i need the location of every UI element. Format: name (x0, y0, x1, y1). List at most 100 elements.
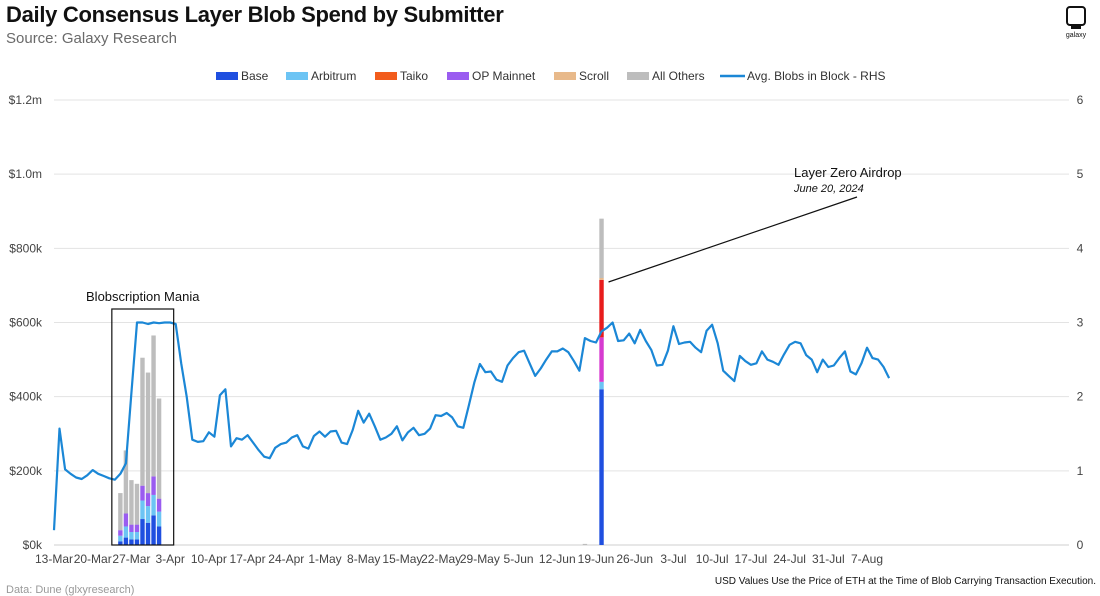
bar-segment (151, 335, 156, 477)
bar-segment (140, 485, 145, 501)
bar-segment (599, 278, 604, 280)
x-tick-label: 20-Mar (74, 552, 112, 566)
x-tick-label: 1-May (308, 552, 341, 566)
bar-segment (599, 279, 604, 338)
bar-segment (582, 543, 588, 545)
x-tick-label: 13-Mar (35, 552, 73, 566)
bar-segment (123, 526, 129, 538)
x-tick-label: 29-May (460, 552, 500, 566)
x-tick-label: 27-Mar (112, 552, 150, 566)
legend-label: Taiko (400, 69, 428, 83)
avg-blobs-line (52, 321, 891, 531)
x-tick-label: 15-May (382, 552, 422, 566)
bar-segment (145, 506, 151, 523)
bar-segment (123, 513, 129, 527)
y-left-tick-label: $800k (9, 241, 43, 255)
legend-swatch (627, 72, 649, 80)
x-tick-label: 17-Jul (735, 552, 768, 566)
airdrop-date: June 20, 2024 (793, 183, 864, 195)
blobscription-box (111, 308, 175, 546)
legend-label: Avg. Blobs in Block - RHS (747, 69, 886, 83)
x-tick-label: 26-Jun (616, 552, 653, 566)
legend-swatch (447, 72, 469, 80)
legend-label: Base (241, 69, 269, 83)
y-right-tick-label: 4 (1077, 241, 1084, 255)
logo-text: galaxy (1065, 32, 1087, 39)
blobscription-label: Blobscription Mania (86, 289, 200, 304)
bar-segment (134, 524, 140, 533)
y-left-tick-label: $200k (9, 464, 43, 478)
bar-segment (134, 539, 140, 545)
y-right-tick-label: 3 (1077, 316, 1084, 330)
legend-label: Arbitrum (311, 69, 356, 83)
x-tick-label: 19-Jun (578, 552, 615, 566)
x-tick-label: 24-Jul (773, 552, 806, 566)
y-right-tick-label: 1 (1077, 464, 1084, 478)
bar-segment (129, 480, 134, 525)
x-tick-label: 31-Jul (812, 552, 845, 566)
legend-swatch (286, 72, 308, 80)
y-left-tick-label: $600k (9, 316, 43, 330)
bar-segment (129, 539, 134, 545)
legend-label: All Others (652, 69, 705, 83)
bar-segment (129, 524, 134, 533)
data-source-note: Data: Dune (glxyresearch) (6, 584, 135, 596)
bar-segment (118, 530, 123, 536)
legend-swatch (375, 72, 397, 80)
bar-segment (156, 511, 162, 527)
x-tick-label: 22-May (421, 552, 461, 566)
y-right-tick-label: 0 (1077, 538, 1084, 552)
airdrop-label: Layer Zero Airdrop (794, 165, 902, 180)
legend-label: OP Mainnet (472, 69, 536, 83)
x-tick-label: 5-Jun (504, 552, 534, 566)
bar-segment (123, 450, 129, 514)
bar-segment (123, 537, 129, 545)
legend-swatch (216, 72, 238, 80)
x-tick-label: 3-Jul (660, 552, 686, 566)
bar-segment (140, 519, 145, 545)
bar-segment (151, 494, 156, 516)
x-tick-label: 8-May (347, 552, 380, 566)
y-left-tick-label: $400k (9, 390, 43, 404)
x-tick-label: 10-Jul (696, 552, 729, 566)
x-tick-label: 3-Apr (155, 552, 184, 566)
bar-segment (134, 483, 140, 525)
x-tick-label: 24-Apr (268, 552, 304, 566)
bar-segment (145, 522, 151, 545)
x-tick-label: 7-Aug (851, 552, 883, 566)
bar-segment (145, 372, 151, 494)
x-tick-label: 17-Apr (230, 552, 266, 566)
y-right-tick-label: 2 (1077, 390, 1084, 404)
bar-segment (118, 535, 123, 542)
bar-segment (151, 515, 156, 545)
bar-segment (156, 498, 162, 512)
bar-segment (599, 381, 604, 390)
y-left-tick-label: $1.2m (9, 93, 42, 107)
bar-segment (129, 532, 134, 540)
x-tick-label: 10-Apr (191, 552, 227, 566)
bar-segment (145, 493, 151, 507)
bar-segment (156, 526, 162, 545)
usd-values-note: USD Values Use the Price of ETH at the T… (714, 576, 1096, 587)
bar-segment (599, 389, 604, 545)
bar-segment (599, 337, 604, 382)
y-right-tick-label: 5 (1077, 167, 1084, 181)
bar-segment (140, 500, 145, 520)
y-left-tick-label: $0k (23, 538, 43, 552)
bar-segment (118, 541, 123, 545)
bar-segment (151, 476, 156, 495)
x-tick-label: 12-Jun (539, 552, 576, 566)
bar-segment (118, 493, 123, 531)
y-right-tick-label: 6 (1077, 93, 1084, 107)
galaxy-logo: galaxy (1058, 6, 1094, 39)
airdrop-arrow (608, 196, 858, 283)
chart-title: Daily Consensus Layer Blob Spend by Subm… (6, 2, 504, 27)
bar-segment (134, 532, 140, 540)
y-left-tick-label: $1.0m (9, 167, 42, 181)
chart-subtitle: Source: Galaxy Research (6, 30, 177, 47)
bar-segment (156, 398, 162, 499)
logo-icon (1066, 6, 1086, 29)
bar-segment (140, 357, 145, 486)
bar-segment (599, 218, 604, 278)
